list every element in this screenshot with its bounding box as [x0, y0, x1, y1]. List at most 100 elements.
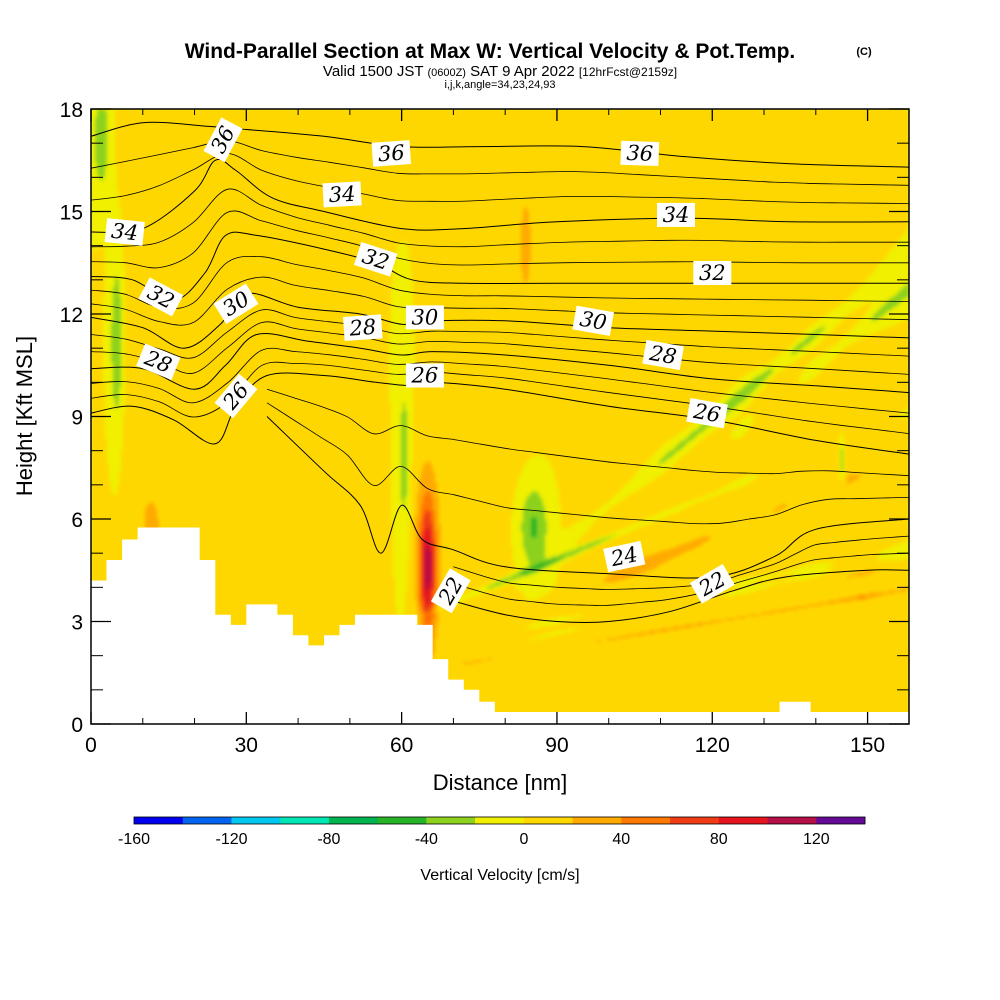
isentrope-minor — [91, 309, 909, 359]
colorbar-swatch — [134, 817, 184, 824]
colorbar-tick-label: 80 — [710, 831, 728, 848]
y-tick-label: 3 — [71, 612, 83, 635]
colorbar-tick-label: -160 — [118, 831, 150, 848]
x-axis-label: Distance [nm] — [433, 770, 568, 795]
chart-subtitle: Valid 1500 JST (0600Z) SAT 9 Apr 2022 [1… — [323, 63, 677, 80]
x-tick-label: 150 — [850, 734, 885, 757]
isentrope-label-text: 30 — [578, 307, 608, 335]
y-axis-label: Height [Kft MSL] — [12, 336, 37, 496]
subtitle-date: SAT 9 Apr 2022 — [470, 63, 575, 80]
isentrope-minor — [266, 388, 909, 477]
colorbar-swatch — [231, 817, 281, 824]
isentrope-label-box — [213, 283, 259, 325]
y-tick-label: 6 — [71, 509, 83, 532]
x-tick-label: 90 — [545, 734, 568, 757]
isentrope-minor — [453, 535, 909, 590]
isentrope-label-text: 36 — [626, 141, 654, 166]
isentrope-label: 28 — [642, 339, 684, 371]
isentrope-minor — [91, 321, 909, 375]
colorbar-tick-label: -120 — [215, 831, 247, 848]
isentrope-30 — [91, 292, 909, 349]
colorbar-tick-label: -80 — [317, 831, 340, 848]
isentrope-label: 36 — [620, 140, 660, 167]
colorbar-tick-label: 120 — [803, 831, 830, 848]
isentrope-label-text: 34 — [328, 182, 356, 207]
x-tick-label: 120 — [695, 734, 730, 757]
colorbar-tick-label: -40 — [415, 831, 438, 848]
chart-subtitle-indices: i,j,k,angle=34,23,24,93 — [444, 79, 555, 91]
isentrope-label: 30 — [405, 305, 444, 330]
isentrope-label-box — [603, 540, 646, 573]
isentrope-34 — [91, 158, 909, 234]
isentrope-label: 34 — [322, 181, 362, 208]
colorbar-tick-label: 0 — [519, 831, 528, 848]
isentrope-label-box — [322, 181, 362, 208]
colorbar-swatch — [718, 817, 768, 824]
colorbar-swatch — [182, 817, 232, 824]
y-tick-label: 18 — [60, 99, 83, 122]
isentrope-24 — [266, 416, 909, 579]
y-tick-label: 0 — [71, 714, 83, 737]
colorbar-ticks: -160 -120 -80 -40 0 40 80 120 — [118, 831, 830, 848]
colorbar-tick-label: 40 — [612, 831, 630, 848]
isentrope-label-box — [686, 397, 728, 429]
isentrope-label-text: 24 — [608, 542, 640, 571]
colorbar-swatch — [475, 817, 525, 824]
isentrope-contours — [91, 121, 909, 624]
y-tick-label: 15 — [60, 202, 83, 225]
subtitle-utc-time: (0600Z) — [427, 67, 466, 79]
isentrope-36 — [91, 121, 909, 168]
colorbar — [133, 816, 866, 825]
x-axis: 0 30 60 90 120 150 — [85, 109, 885, 757]
isentrope-label-box — [642, 339, 684, 371]
colorbar-swatch — [670, 817, 720, 824]
colorbar-swatch — [523, 817, 573, 824]
isentrope-label-box — [214, 373, 258, 419]
isentrope-22 — [453, 569, 909, 624]
isentrope-minor — [91, 255, 909, 309]
isentrope-minor — [91, 347, 909, 414]
isentrope-label-text: 26 — [691, 399, 722, 427]
subtitle-forecast: [12hrFcst@2159z] — [579, 65, 677, 79]
isentrope-label-box — [405, 363, 444, 388]
isentrope-label-text: 34 — [663, 203, 690, 227]
isentrope-label: 32 — [693, 261, 732, 285]
isentrope-label-text: 28 — [647, 341, 678, 369]
isentrope-label: 28 — [343, 314, 383, 341]
isentrope-label-box — [620, 140, 660, 167]
colorbar-swatch — [572, 817, 622, 824]
isentrope-label-box — [138, 277, 184, 317]
isentrope-label-text: 32 — [699, 261, 726, 285]
colorbar-swatch — [328, 817, 378, 824]
chart-title: Wind-Parallel Section at Max W: Vertical… — [185, 40, 796, 63]
subtitle-valid-time: Valid 1500 JST — [323, 63, 423, 80]
isentrope-label: 34 — [104, 218, 145, 246]
isentrope-label-text: 26 — [411, 364, 439, 388]
isentrope-label: 24 — [603, 540, 646, 573]
isentrope-label: 26 — [405, 363, 444, 388]
isentrope-label-box — [371, 140, 412, 167]
x-tick-label: 60 — [390, 734, 413, 757]
terrain — [91, 527, 909, 724]
x-tick-label: 30 — [235, 734, 258, 757]
colorbar-label: Vertical Velocity [cm/s] — [420, 867, 579, 884]
isentrope-label-box — [405, 305, 444, 330]
isentrope-minor — [91, 210, 909, 269]
isentrope-label-text: 28 — [348, 315, 377, 341]
colorbar-swatch — [767, 817, 817, 824]
isentrope-minor — [91, 276, 909, 326]
isentrope-label-box — [104, 218, 145, 246]
isentrope-label-box — [657, 202, 695, 227]
isentrope-minor — [266, 402, 909, 525]
chart-title-mark: (C) — [856, 46, 872, 58]
colorbar-swatch — [816, 817, 866, 824]
isentrope-label: 36 — [203, 117, 243, 163]
isentrope-label-box — [353, 242, 398, 277]
colorbar-frame — [133, 816, 866, 825]
isentrope-label-text: 34 — [110, 219, 139, 246]
isentrope-label: 26 — [686, 397, 728, 429]
colorbar-swatch — [621, 817, 671, 824]
